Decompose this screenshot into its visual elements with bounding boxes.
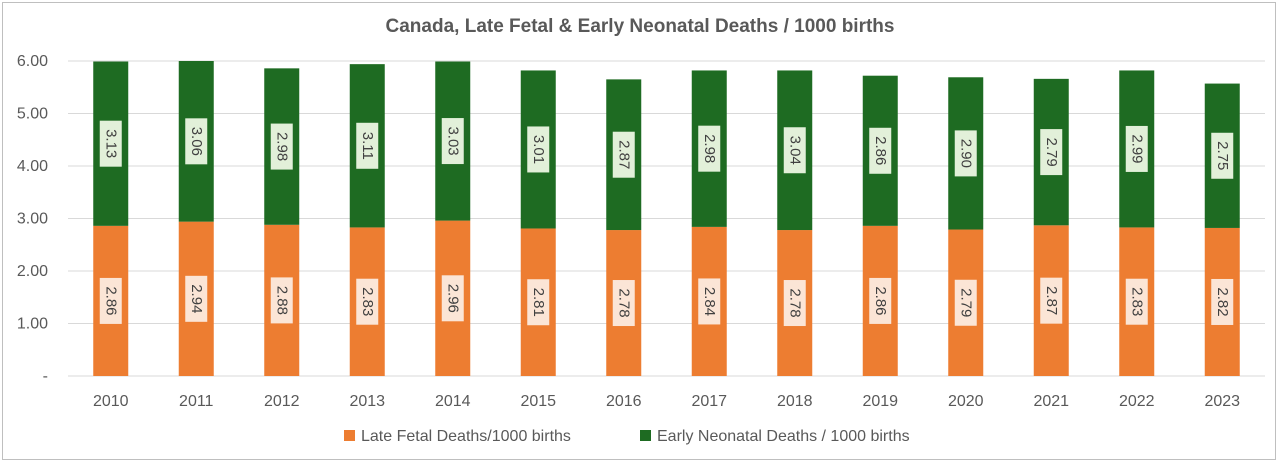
- legend-label-late-fetal: Late Fetal Deaths/1000 births: [361, 428, 571, 445]
- data-label-bg: [698, 125, 721, 172]
- data-label-bg: [527, 279, 550, 326]
- x-tick-label: 2023: [1204, 393, 1240, 410]
- y-tick-label: 1.00: [17, 316, 48, 333]
- legend-label-early-neonatal: Early Neonatal Deaths / 1000 births: [657, 428, 910, 445]
- chart-title: Canada, Late Fetal & Early Neonatal Deat…: [385, 16, 895, 37]
- data-label-bg: [954, 130, 977, 177]
- data-label-bg: [869, 127, 892, 174]
- data-label: 2.78: [615, 288, 632, 317]
- x-tick-label: 2021: [1033, 393, 1069, 410]
- data-label: 3.04: [786, 136, 803, 165]
- data-label-bg: [698, 278, 721, 325]
- data-label: 2.75: [1214, 141, 1231, 170]
- data-label-bg: [783, 127, 806, 174]
- data-label-bg: [1040, 129, 1063, 176]
- x-tick-label: 2013: [349, 393, 385, 410]
- data-label: 3.06: [188, 127, 205, 156]
- x-tick-label: 2016: [606, 393, 642, 410]
- data-label-bg: [185, 118, 208, 165]
- x-tick-label: 2012: [264, 393, 300, 410]
- data-label-bg: [954, 279, 977, 326]
- data-label: 2.79: [957, 288, 974, 317]
- x-tick-label: 2019: [862, 393, 898, 410]
- data-label: 2.79: [1043, 137, 1060, 166]
- x-tick-label: 2017: [691, 393, 727, 410]
- data-label-bg: [441, 118, 464, 165]
- data-label-bg: [869, 277, 892, 324]
- data-label-bg: [270, 277, 293, 324]
- data-label: 2.86: [872, 136, 889, 165]
- data-label-bg: [1125, 278, 1148, 325]
- data-label-bg: [185, 275, 208, 322]
- data-label-bg: [270, 123, 293, 170]
- data-label-bg: [99, 277, 122, 324]
- data-label: 2.81: [530, 288, 547, 317]
- data-label-bg: [612, 131, 635, 178]
- data-label: 3.03: [444, 126, 461, 155]
- y-tick-label: 6.00: [17, 53, 48, 70]
- data-label: 2.98: [701, 134, 718, 163]
- data-label-bg: [527, 126, 550, 173]
- data-label-bg: [356, 122, 379, 169]
- y-tick-label: 5.00: [17, 106, 48, 123]
- x-tick-label: 2015: [520, 393, 556, 410]
- data-label-bg: [441, 275, 464, 322]
- data-label: 2.83: [359, 287, 376, 316]
- data-label: 2.94: [188, 284, 205, 313]
- y-tick-label: 2.00: [17, 263, 48, 280]
- legend-swatch-early-neonatal: [640, 430, 651, 441]
- data-label: 2.90: [957, 139, 974, 168]
- data-label: 2.83: [1128, 287, 1145, 316]
- data-label: 2.86: [872, 286, 889, 315]
- data-label-bg: [1211, 132, 1234, 179]
- data-label: 2.78: [786, 288, 803, 317]
- x-tick-label: 2018: [777, 393, 813, 410]
- data-label: 2.98: [273, 132, 290, 161]
- data-label: 3.13: [102, 129, 119, 158]
- legend-swatch-late-fetal: [344, 430, 355, 441]
- x-tick-label: 2011: [179, 393, 214, 410]
- data-label: 2.87: [1043, 286, 1060, 315]
- data-label-bg: [783, 280, 806, 327]
- x-tick-label: 2010: [93, 393, 129, 410]
- data-label-bg: [356, 278, 379, 325]
- y-tick-label: 4.00: [17, 158, 48, 175]
- data-label: 2.87: [615, 140, 632, 169]
- data-label: 3.11: [359, 132, 376, 160]
- x-tick-label: 2014: [435, 393, 471, 410]
- y-tick-label: -: [43, 368, 48, 385]
- data-label: 2.86: [102, 286, 119, 315]
- x-tick-label: 2020: [948, 393, 984, 410]
- data-label-bg: [1125, 125, 1148, 172]
- data-label: 2.99: [1128, 134, 1145, 163]
- data-label-bg: [612, 280, 635, 327]
- data-label-bg: [1040, 277, 1063, 324]
- data-label-bg: [99, 120, 122, 167]
- y-tick-label: 3.00: [17, 211, 48, 228]
- data-label: 2.82: [1214, 287, 1231, 316]
- data-label: 2.88: [273, 286, 290, 315]
- data-label: 3.01: [530, 135, 547, 164]
- data-label: 2.96: [444, 284, 461, 313]
- x-tick-label: 2022: [1119, 393, 1155, 410]
- data-label-bg: [1211, 278, 1234, 325]
- data-label: 2.84: [701, 287, 718, 316]
